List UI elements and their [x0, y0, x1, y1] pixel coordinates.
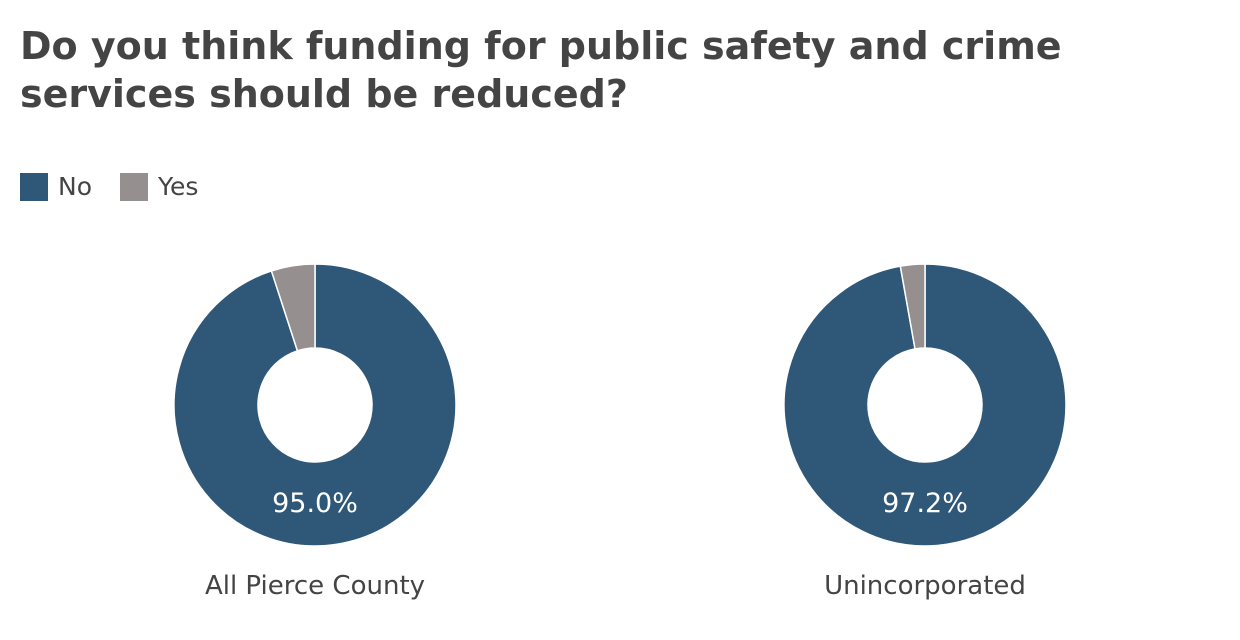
legend-label-yes: Yes [158, 172, 199, 201]
legend: No Yes [20, 172, 226, 201]
donut-unincorporated: 97.2% Unincorporated [783, 263, 1067, 601]
slice-yes[interactable] [899, 263, 926, 350]
slice-no[interactable] [173, 263, 457, 547]
slice-yes[interactable] [270, 263, 316, 352]
legend-swatch-yes [120, 172, 148, 201]
chart-title: Do you think funding for public safety a… [20, 24, 1062, 116]
legend-item-yes[interactable]: Yes [120, 172, 198, 201]
donut-all-pierce-county: 95.0% All Pierce County [173, 263, 457, 601]
slice-value-label: 97.2% [882, 488, 968, 519]
slice-no[interactable] [783, 263, 1067, 547]
legend-item-no[interactable]: No [20, 172, 92, 201]
donut-caption: Unincorporated [824, 571, 1026, 601]
slice-value-label: 95.0% [272, 488, 358, 519]
donut-caption: All Pierce County [205, 571, 425, 601]
legend-label-no: No [58, 172, 92, 201]
legend-swatch-no [20, 172, 48, 201]
